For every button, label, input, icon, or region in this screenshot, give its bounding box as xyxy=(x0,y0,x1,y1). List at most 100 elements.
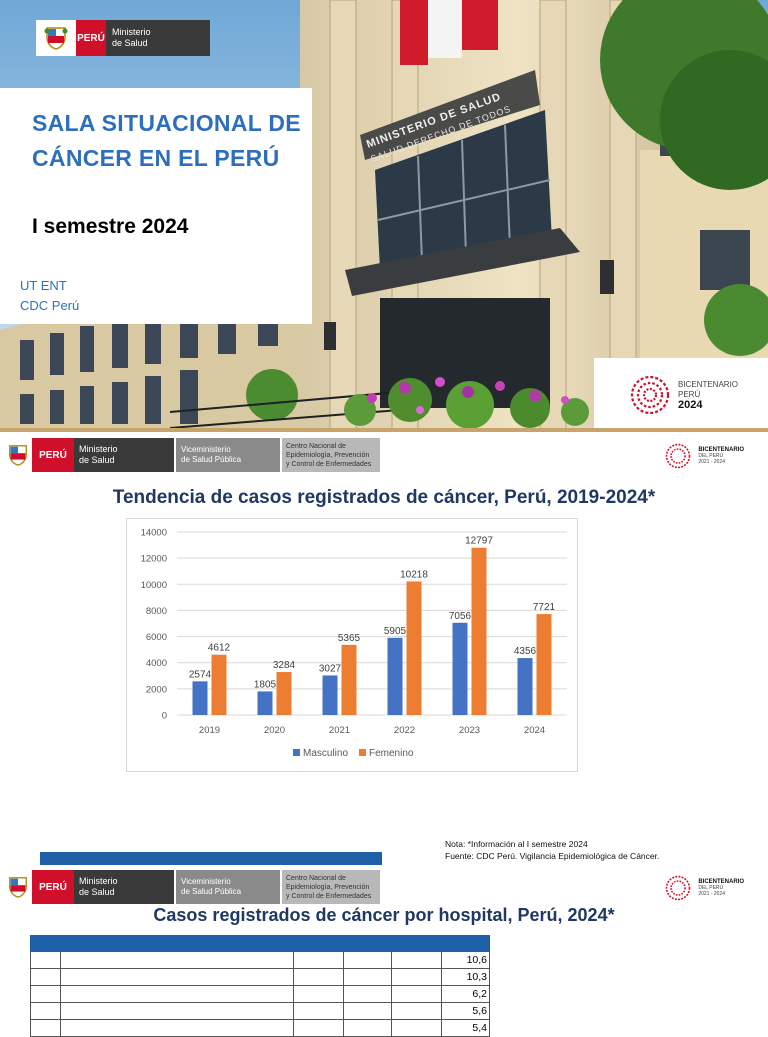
data-label: 12797 xyxy=(465,536,493,547)
bicentenario-line2: PERÚ xyxy=(678,389,701,399)
table-row: 6,2 xyxy=(30,985,490,1003)
table-cell xyxy=(391,1002,442,1020)
legend-label: Femenino xyxy=(369,748,414,759)
data-label: 3284 xyxy=(273,660,296,671)
table-cell xyxy=(59,1002,295,1020)
table-cell xyxy=(293,985,345,1003)
table-cell xyxy=(293,951,345,969)
ministry-label: Ministerio de Salud xyxy=(106,20,210,56)
table-row: 10,6 xyxy=(30,951,490,969)
table-cell xyxy=(391,985,442,1003)
ministry-label: Ministerio de Salud xyxy=(74,870,174,904)
table-cell xyxy=(59,968,295,986)
table-cell xyxy=(293,1019,345,1037)
table-cell xyxy=(59,985,295,1003)
vice-line2: de Salud Pública xyxy=(181,887,242,896)
bar-femenino xyxy=(536,614,552,715)
table-cell xyxy=(30,968,61,986)
data-label: 5365 xyxy=(338,633,361,644)
data-label: 10218 xyxy=(400,569,428,580)
ministry-line2: de Salud xyxy=(79,887,115,897)
peru-coat-of-arms-icon xyxy=(4,870,32,904)
bar-masculino xyxy=(387,637,403,715)
x-tick-label: 2019 xyxy=(199,725,220,736)
percent-cell: 10,6 xyxy=(441,951,490,969)
table-cell xyxy=(343,951,393,969)
table-header-row xyxy=(30,935,490,952)
percent-cell: 10,3 xyxy=(441,968,490,986)
cover-org-line2: CDC Perú xyxy=(20,298,80,313)
percent-cell: 6,2 xyxy=(441,985,490,1003)
bar-chart: 0 2000 4000 6000 8000 10000 12000 14000 2574 4612… xyxy=(141,528,567,759)
table-cell xyxy=(391,951,442,969)
bicentenario-year: 2024 xyxy=(678,398,703,411)
table-cell xyxy=(59,1019,295,1037)
table-header-cell xyxy=(293,935,345,952)
bicentenario-emblem-icon xyxy=(666,443,691,469)
y-tick-label: 10000 xyxy=(141,580,167,591)
peru-label: PERÚ xyxy=(32,870,74,904)
y-tick-label: 12000 xyxy=(141,554,167,565)
cdc-line2: Epidemiología, Prevención xyxy=(286,452,370,459)
bicentenario-emblem-icon xyxy=(666,875,691,901)
bicentenario-line3: 2021 - 2024 xyxy=(698,459,726,465)
data-label: 2574 xyxy=(189,669,212,680)
ministry-line2: de Salud xyxy=(79,455,115,465)
data-label: 4612 xyxy=(208,643,231,654)
bar-femenino xyxy=(341,644,357,715)
ministry-line1: Ministerio xyxy=(79,876,118,886)
table-header-cell xyxy=(343,935,393,952)
institution-logos: PERÚ Ministerio de Salud Viceministerio … xyxy=(4,438,380,472)
chart-source: Fuente: CDC Perú. Vigilancia Epidemiológ… xyxy=(445,851,660,861)
viceministry-label: Viceministerio de Salud Pública xyxy=(176,438,280,472)
ministry-line1: Ministerio xyxy=(112,27,151,37)
viceministry-label: Viceministerio de Salud Pública xyxy=(176,870,280,904)
hospital-cases-table: 10,6 10,3 6,2 5,6 5,4 xyxy=(30,935,490,1037)
chart-notes: Nota: *Información al I semestre 2024 Fu… xyxy=(445,838,659,862)
y-tick-label: 2000 xyxy=(146,684,167,695)
minsa-logo: PERÚ Ministerio de Salud xyxy=(36,20,210,56)
cdc-label: Centro Nacional de Epidemiología, Preven… xyxy=(282,438,380,472)
table-header-cell xyxy=(391,935,442,952)
data-label: 5905 xyxy=(384,626,407,637)
x-tick-label: 2023 xyxy=(459,725,480,736)
table-cell xyxy=(30,1019,61,1037)
table-cell xyxy=(30,951,61,969)
bar-femenino xyxy=(471,547,487,715)
bicentenario-line1: BICENTENARIO xyxy=(698,879,744,885)
percent-cell: 5,6 xyxy=(441,1002,490,1020)
bar-femenino xyxy=(211,654,227,715)
data-label: 7056 xyxy=(449,611,472,622)
bicentenario-line2: DEL PERÚ xyxy=(698,885,724,891)
cdc-line1: Centro Nacional de xyxy=(286,443,346,450)
cdc-line2: Epidemiología, Prevención xyxy=(286,884,370,891)
table-row: 5,6 xyxy=(30,1002,490,1020)
cover-title: SALA SITUACIONAL DE CÁNCER EN EL PERÚ xyxy=(32,110,301,171)
cover-title-card: SALA SITUACIONAL DE CÁNCER EN EL PERÚ I … xyxy=(0,88,312,324)
cancer-cases-chart: 0 2000 4000 6000 8000 10000 12000 14000 2574 4612… xyxy=(126,518,578,772)
y-tick-label: 4000 xyxy=(146,658,167,669)
x-tick-label: 2024 xyxy=(524,725,545,736)
data-label: 3027 xyxy=(319,663,342,674)
table-cell xyxy=(30,985,61,1003)
peru-coat-of-arms-icon xyxy=(36,20,76,56)
table-cell xyxy=(343,985,393,1003)
x-tick-label: 2020 xyxy=(264,725,285,736)
cover-slide: MINISTERIO DE SALUD SALUD DERECHO DE TOD… xyxy=(0,0,768,432)
table-cell xyxy=(391,1019,442,1037)
ministry-label: Ministerio de Salud xyxy=(74,438,174,472)
table-cell xyxy=(293,1002,345,1020)
legend-label: Masculino xyxy=(303,748,348,759)
bicentenario-text: BICENTENARIO PERÚ 2024 xyxy=(678,380,738,411)
bicentenario-text: BICENTENARIO DEL PERÚ 2021 - 2024 xyxy=(698,879,744,897)
y-tick-label: 8000 xyxy=(146,606,167,617)
bar-masculino xyxy=(257,691,273,715)
data-label: 4356 xyxy=(514,646,537,657)
bicentenario-line1: BICENTENARIO xyxy=(678,379,739,389)
table-cell xyxy=(30,1002,61,1020)
bar-masculino xyxy=(322,675,338,715)
bicentenario-logo: BICENTENARIO DEL PERÚ 2021 - 2024 xyxy=(664,442,744,470)
peru-coat-of-arms-icon xyxy=(4,438,32,472)
bicentenario-text: BICENTENARIO DEL PERÚ 2021 - 2024 xyxy=(698,447,744,465)
cover-period: I semestre 2024 xyxy=(32,215,189,238)
